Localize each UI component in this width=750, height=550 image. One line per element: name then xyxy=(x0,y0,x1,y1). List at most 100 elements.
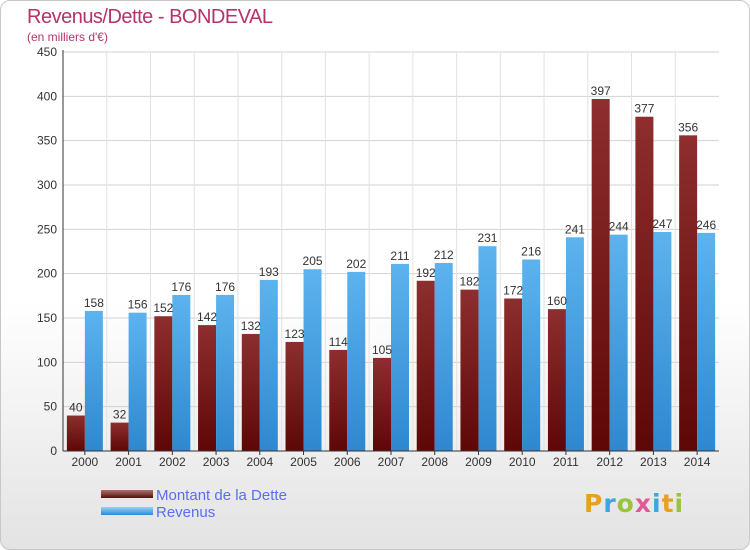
bar-dette xyxy=(66,415,85,451)
x-tick-label: 2010 xyxy=(509,455,536,469)
data-label-dette: 377 xyxy=(634,102,654,116)
data-label-dette: 105 xyxy=(372,343,392,357)
chart-title: Revenus/Dette - BONDEVAL xyxy=(27,6,273,28)
x-tick-label: 2008 xyxy=(421,455,448,469)
logo-letter: P xyxy=(584,489,604,518)
bar-dette xyxy=(460,289,479,451)
x-tick-label: 2002 xyxy=(159,455,186,469)
x-tick-label: 2013 xyxy=(640,455,667,469)
data-label-revenus: 212 xyxy=(434,248,454,262)
bar-dette xyxy=(110,422,129,451)
bar-dette xyxy=(329,349,348,451)
bar-revenus xyxy=(347,271,366,451)
y-tick-label: 150 xyxy=(37,311,57,325)
y-tick-label: 300 xyxy=(37,178,57,192)
y-tick-label: 0 xyxy=(50,444,57,458)
bar-layer xyxy=(66,98,716,451)
bar-revenus xyxy=(391,263,409,451)
y-tick-label: 450 xyxy=(37,45,57,59)
bar-revenus xyxy=(128,312,147,451)
proxiti-logo: Proxiti xyxy=(584,489,684,518)
data-label-revenus: 202 xyxy=(346,257,366,271)
legend-label-dette: Montant de la Dette xyxy=(156,487,287,504)
logo-letter: i xyxy=(652,489,662,518)
data-label-dette: 132 xyxy=(241,319,261,333)
x-tick-label: 2006 xyxy=(334,455,361,469)
x-tick-label: 2003 xyxy=(203,455,230,469)
x-tick-label: 2011 xyxy=(553,455,579,469)
data-label-dette: 123 xyxy=(285,327,305,341)
data-label-revenus: 211 xyxy=(390,249,409,263)
data-label-dette: 152 xyxy=(153,301,173,315)
data-label-dette: 40 xyxy=(69,401,83,415)
bar-dette xyxy=(198,325,217,451)
x-tick-label: 2012 xyxy=(596,455,623,469)
bar-dette xyxy=(591,98,610,451)
x-tick-label: 2004 xyxy=(246,455,273,469)
bar-revenus xyxy=(478,246,497,451)
data-label-revenus: 158 xyxy=(84,296,104,310)
data-label-dette: 356 xyxy=(678,120,698,134)
bar-dette xyxy=(635,116,654,451)
bar-dette xyxy=(373,357,391,451)
bar-dette xyxy=(154,316,173,451)
data-label-dette: 182 xyxy=(459,275,479,289)
bar-dette xyxy=(241,333,260,451)
data-label-revenus: 176 xyxy=(215,280,235,294)
x-tick-label: 2001 xyxy=(115,455,142,469)
x-tick-label: 2014 xyxy=(684,455,711,469)
data-label-dette: 192 xyxy=(416,266,436,280)
bar-dette xyxy=(285,341,304,451)
bar-dette xyxy=(504,298,523,451)
data-label-revenus: 205 xyxy=(303,254,323,268)
data-label-dette: 114 xyxy=(329,335,348,349)
y-tick-label: 50 xyxy=(44,400,58,414)
bar-revenus xyxy=(84,310,103,451)
legend-label-revenus: Revenus xyxy=(156,504,216,521)
y-tick-label: 200 xyxy=(37,267,57,281)
data-label-revenus: 244 xyxy=(609,220,629,234)
x-tick-label: 2009 xyxy=(465,455,492,469)
bar-dette xyxy=(547,309,566,451)
data-label-revenus: 216 xyxy=(521,244,541,258)
bar-revenus xyxy=(522,259,541,451)
data-label-dette: 32 xyxy=(113,408,127,422)
data-label-dette: 160 xyxy=(547,294,567,308)
bar-revenus xyxy=(259,279,278,451)
bar-revenus xyxy=(653,231,672,451)
logo-letter: i xyxy=(674,489,685,518)
bar-revenus xyxy=(303,269,322,451)
label-layer: 0 50 100 150 200 250 300 350 400 450 40 158 2000 32 15… xyxy=(37,45,716,469)
logo-letter: r xyxy=(603,489,617,518)
y-tick-label: 400 xyxy=(37,89,57,103)
data-label-revenus: 193 xyxy=(259,265,279,279)
bar-dette xyxy=(416,280,435,451)
bar-revenus xyxy=(216,294,235,451)
bar-revenus xyxy=(565,237,584,451)
y-tick-label: 250 xyxy=(37,222,57,236)
bar-revenus xyxy=(172,294,191,451)
legend-swatch-revenus xyxy=(101,507,153,515)
logo-letter: x xyxy=(634,489,652,518)
data-label-revenus: 247 xyxy=(652,217,672,231)
bar-revenus xyxy=(434,263,453,451)
bar-revenus xyxy=(697,232,716,451)
data-label-revenus: 231 xyxy=(477,231,497,245)
bar-revenus xyxy=(609,234,628,451)
legend-swatch-dette xyxy=(101,490,153,498)
data-label-revenus: 156 xyxy=(128,298,148,312)
chart-subtitle: (en milliers d'€) xyxy=(27,30,108,44)
logo-letter: t xyxy=(661,489,675,518)
data-label-revenus: 246 xyxy=(696,218,716,232)
data-label-revenus: 176 xyxy=(171,280,191,294)
data-label-dette: 172 xyxy=(503,283,523,297)
x-tick-label: 2000 xyxy=(72,455,99,469)
data-label-dette: 142 xyxy=(197,310,217,324)
data-label-revenus: 241 xyxy=(565,222,585,236)
y-tick-label: 350 xyxy=(37,134,57,148)
bar-dette xyxy=(679,135,698,451)
axis-layer xyxy=(62,50,719,455)
y-tick-label: 100 xyxy=(37,355,57,369)
